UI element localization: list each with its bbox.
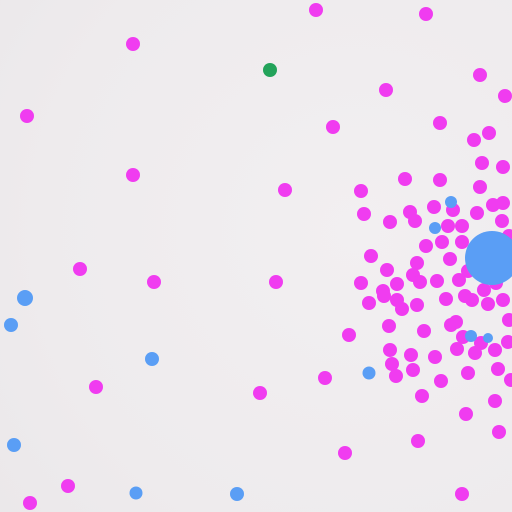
food-pellet xyxy=(385,357,399,371)
food-pellet xyxy=(390,293,404,307)
food-pellet xyxy=(383,215,397,229)
food-pellet xyxy=(383,343,397,357)
blue-cell xyxy=(4,318,18,332)
food-pellet xyxy=(491,362,505,376)
food-pellet xyxy=(434,374,448,388)
food-pellet xyxy=(326,120,340,134)
food-pellet xyxy=(382,319,396,333)
food-pellet xyxy=(449,315,463,329)
food-pellet xyxy=(473,180,487,194)
food-pellet xyxy=(477,283,491,297)
food-pellet xyxy=(459,407,473,421)
food-pellet xyxy=(468,346,482,360)
food-pellet xyxy=(20,109,34,123)
blue-cell xyxy=(230,487,244,501)
food-pellet xyxy=(433,116,447,130)
food-pellet xyxy=(357,207,371,221)
food-pellet xyxy=(89,380,103,394)
food-pellet xyxy=(73,262,87,276)
food-pellet xyxy=(470,206,484,220)
food-pellet xyxy=(475,156,489,170)
food-pellet xyxy=(488,343,502,357)
food-pellet xyxy=(495,214,509,228)
food-pellet xyxy=(126,168,140,182)
food-pellet xyxy=(419,239,433,253)
food-pellet xyxy=(482,126,496,140)
blue-cell xyxy=(7,438,21,452)
food-pellet xyxy=(461,366,475,380)
food-pellet xyxy=(501,335,512,349)
blue-cell xyxy=(445,196,457,208)
food-pellet xyxy=(502,313,512,327)
food-pellet xyxy=(492,425,506,439)
food-pellet xyxy=(481,297,495,311)
food-pellet xyxy=(430,274,444,288)
food-pellet xyxy=(362,296,376,310)
food-pellet xyxy=(404,348,418,362)
food-pellet xyxy=(342,328,356,342)
food-pellet xyxy=(413,275,427,289)
food-pellet xyxy=(452,273,466,287)
food-pellet xyxy=(411,434,425,448)
food-pellet xyxy=(406,363,420,377)
food-pellet xyxy=(354,184,368,198)
food-pellet xyxy=(433,173,447,187)
food-pellet xyxy=(309,3,323,17)
green-cell xyxy=(263,63,277,77)
food-pellet xyxy=(488,394,502,408)
food-pellet xyxy=(408,214,422,228)
food-pellet xyxy=(398,172,412,186)
blue-cell xyxy=(362,366,376,380)
food-pellet xyxy=(253,386,267,400)
blue-cell xyxy=(17,290,33,306)
food-pellet xyxy=(419,7,433,21)
food-pellet xyxy=(377,289,391,303)
food-pellet xyxy=(455,219,469,233)
food-pellet xyxy=(278,183,292,197)
blue-cell xyxy=(145,352,159,366)
food-pellet xyxy=(379,83,393,97)
blue-cell xyxy=(483,333,493,343)
food-pellet xyxy=(338,446,352,460)
food-pellet xyxy=(126,37,140,51)
food-pellet xyxy=(390,277,404,291)
food-pellet xyxy=(455,235,469,249)
food-pellet xyxy=(427,200,441,214)
food-pellet xyxy=(496,293,510,307)
food-pellet xyxy=(435,235,449,249)
blue-cell xyxy=(429,222,441,234)
food-pellet xyxy=(318,371,332,385)
blue-cell xyxy=(129,486,143,500)
food-pellet xyxy=(23,496,37,510)
food-pellet xyxy=(439,292,453,306)
food-pellet xyxy=(364,249,378,263)
food-pellet xyxy=(443,252,457,266)
food-pellet xyxy=(465,293,479,307)
food-pellet xyxy=(467,133,481,147)
food-pellet xyxy=(410,256,424,270)
food-pellet xyxy=(61,479,75,493)
food-pellet xyxy=(441,219,455,233)
player-cell xyxy=(465,231,512,285)
food-pellet xyxy=(428,350,442,364)
food-pellet xyxy=(380,263,394,277)
food-pellet xyxy=(269,275,283,289)
food-pellet xyxy=(504,373,512,387)
food-pellet xyxy=(415,389,429,403)
food-pellet xyxy=(496,196,510,210)
food-pellet xyxy=(496,160,510,174)
blue-cell xyxy=(465,330,477,342)
food-pellet xyxy=(498,89,512,103)
food-pellet xyxy=(417,324,431,338)
food-pellet xyxy=(410,298,424,312)
food-pellet xyxy=(455,487,469,501)
food-pellet xyxy=(354,276,368,290)
food-pellet xyxy=(450,342,464,356)
food-pellet xyxy=(473,68,487,82)
food-pellet xyxy=(389,369,403,383)
food-pellet xyxy=(147,275,161,289)
